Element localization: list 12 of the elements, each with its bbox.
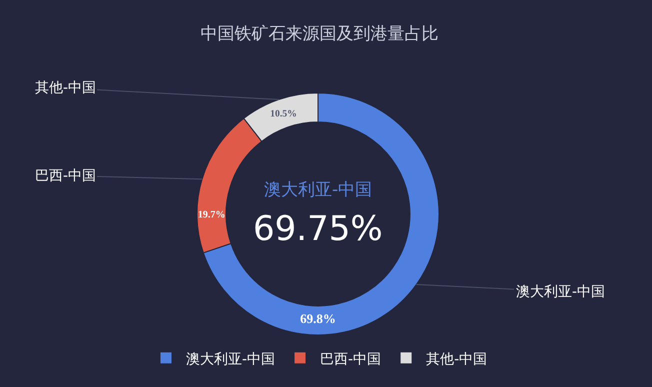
text: 69.75% <box>253 209 383 249</box>
data-label: 19.7% <box>198 209 226 220</box>
legend-label: 巴西-中国 <box>320 351 382 368</box>
slice-label: 澳大利亚-中国 <box>516 284 606 300</box>
slice-label: 巴西-中国 <box>35 168 96 184</box>
legend-label: 其他-中国 <box>426 351 488 368</box>
slice-label: 其他-中国 <box>35 80 96 96</box>
text: 澳大利亚-中国 <box>264 180 372 200</box>
legend-label: 澳大利亚-中国 <box>186 351 276 368</box>
chart-title: 中国铁矿石来源国及到港量占比 <box>200 24 438 44</box>
data-label: 10.5% <box>270 108 297 120</box>
data-label: 69.8% <box>300 311 336 326</box>
